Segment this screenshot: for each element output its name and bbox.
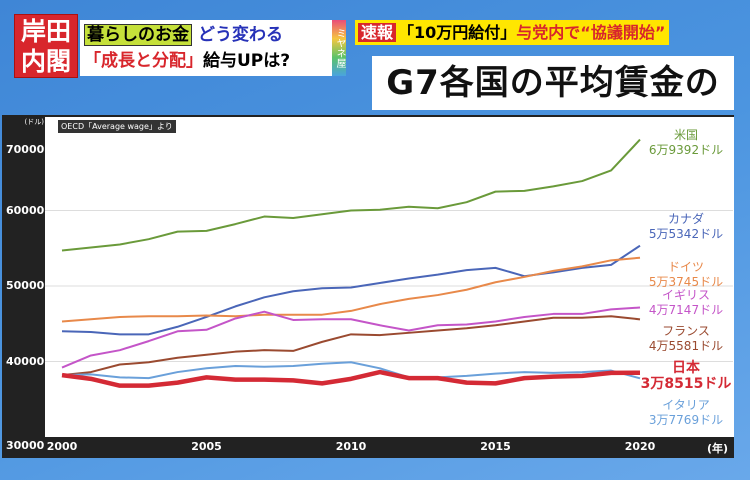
series-line-japan	[61, 369, 641, 388]
series-value: 4万7147ドル	[648, 303, 724, 317]
breaking-tag: 速報	[358, 23, 397, 42]
x-tick-label: 2020	[624, 440, 656, 453]
series-line-uk	[61, 306, 641, 369]
series-line-canada	[61, 244, 641, 336]
x-unit: (年)	[707, 442, 729, 455]
series-value: 4万5581ドル	[648, 339, 724, 353]
topic-red: 「成長と分配」	[84, 51, 203, 71]
x-tick-label: 2005	[191, 440, 222, 453]
series-value: 5万3745ドル	[648, 275, 724, 289]
series-value: 3万8515ドル	[640, 376, 732, 392]
x-tick-label: 2010	[335, 440, 367, 453]
y-tick-label: 60000	[6, 203, 45, 217]
series-name: カナダ	[667, 212, 704, 226]
series-name: 米国	[673, 128, 698, 142]
series-label-canada: カナダ 5万5342ドル	[640, 212, 732, 242]
y-tick-label: 50000	[6, 279, 45, 292]
topic-box: 暮らしのお金 どう変わる 「成長と分配」給与UPは?	[80, 20, 332, 76]
flash-black: 「10万円給付」	[398, 23, 517, 42]
topic-blue: どう変わる	[198, 25, 283, 45]
series-line-france	[61, 315, 641, 377]
series-label-uk: イギリス 4万7147ドル	[640, 288, 732, 318]
y-tick-label: 30000	[6, 439, 45, 452]
flash-red: 与党内で“協議開始”	[516, 23, 666, 42]
y-tick-label: 70000	[6, 143, 45, 156]
cabinet-line-2: 内閣	[20, 47, 71, 76]
source-note: OECD「Average wage」より	[58, 120, 176, 133]
cabinet-line-1: 岸田	[20, 17, 71, 46]
series-label-france: フランス 4万5581ドル	[640, 324, 732, 354]
series-value: 3万7769ドル	[648, 413, 724, 427]
series-name: 日本	[672, 360, 700, 376]
x-tick-label: 2015	[480, 440, 511, 453]
series-line-us	[61, 138, 641, 252]
y-tick-label: 40000	[6, 354, 45, 368]
breaking-news-bar: 速報 「10万円給付」与党内で“協議開始”	[355, 20, 669, 45]
series-name: イタリア	[662, 398, 710, 412]
series-label-italy: イタリア 3万7769ドル	[640, 398, 732, 428]
series-line-italy	[61, 361, 641, 380]
topic-black: 給与UPは?	[203, 51, 291, 71]
series-line-germany	[61, 256, 641, 323]
series-label-us: 米国 6万9392ドル	[640, 128, 732, 158]
y-unit: (ドル)	[24, 118, 44, 126]
series-value: 5万5342ドル	[648, 227, 724, 241]
cabinet-badge: 岸田 内閣	[14, 14, 78, 78]
show-logo: ミヤネ屋	[332, 20, 346, 76]
series-label-japan: 日本 3万8515ドル	[640, 360, 732, 392]
series-label-germany: ドイツ 5万3745ドル	[640, 260, 732, 290]
series-name: ドイツ	[667, 260, 704, 274]
series-value: 6万9392ドル	[648, 143, 724, 157]
series-name: イギリス	[661, 288, 710, 302]
topic-highlight: 暮らしのお金	[84, 24, 192, 46]
x-tick-label: 2000	[46, 440, 78, 453]
series-name: フランス	[662, 324, 710, 338]
